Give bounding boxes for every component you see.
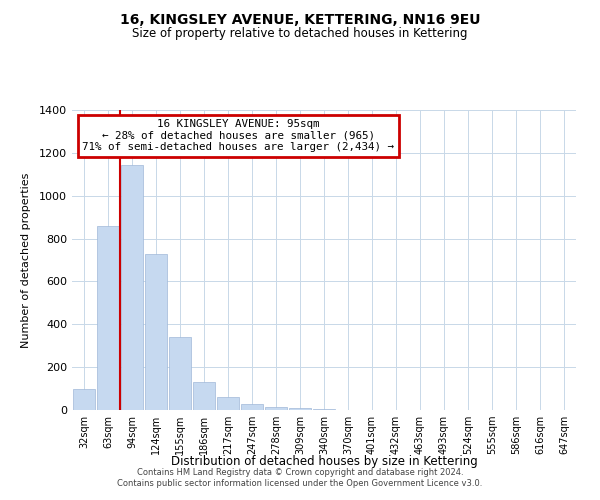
Bar xyxy=(313,409,335,410)
Text: Size of property relative to detached houses in Kettering: Size of property relative to detached ho… xyxy=(132,28,468,40)
Text: Distribution of detached houses by size in Kettering: Distribution of detached houses by size … xyxy=(170,454,478,468)
Bar xyxy=(193,382,215,410)
Bar xyxy=(145,254,167,410)
Bar xyxy=(289,408,311,410)
Text: 16 KINGSLEY AVENUE: 95sqm
← 28% of detached houses are smaller (965)
71% of semi: 16 KINGSLEY AVENUE: 95sqm ← 28% of detac… xyxy=(82,119,394,152)
Bar xyxy=(73,388,95,410)
Y-axis label: Number of detached properties: Number of detached properties xyxy=(20,172,31,348)
Text: Contains HM Land Registry data © Crown copyright and database right 2024.
Contai: Contains HM Land Registry data © Crown c… xyxy=(118,468,482,487)
Bar xyxy=(265,407,287,410)
Bar xyxy=(121,164,143,410)
Text: 16, KINGSLEY AVENUE, KETTERING, NN16 9EU: 16, KINGSLEY AVENUE, KETTERING, NN16 9EU xyxy=(120,12,480,26)
Bar xyxy=(169,337,191,410)
Bar xyxy=(97,226,119,410)
Bar xyxy=(241,404,263,410)
Bar xyxy=(217,397,239,410)
